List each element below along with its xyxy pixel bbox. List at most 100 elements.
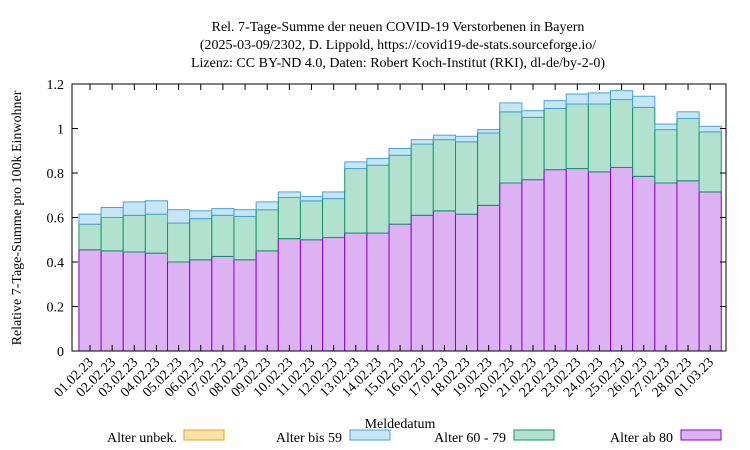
bar-segment-alter-ab-80 [432,210,456,352]
bar-segment-alter-ab-80 [233,259,257,352]
bar-segment-alter-ab-80 [499,182,523,352]
legend-label: Alter 60 - 79 [434,431,506,446]
chart-title-line-2: (2025-03-09/2302, D. Lippold, https://co… [200,38,596,53]
bar-segment-alter-60-79 [344,168,368,234]
bar-segment-alter-60-79 [189,218,213,261]
bar-segment-alter-ab-80 [676,180,700,352]
bar-segment-alter-bis-59 [676,111,700,119]
y-tick-label: 1.2 [47,78,65,93]
bar-segment-alter-ab-80 [610,166,634,352]
bar-segment-alter-60-79 [698,131,722,193]
bar-segment-alter-bis-59 [432,134,456,141]
legend-swatch [349,429,391,441]
bar-segment-alter-ab-80 [144,252,169,352]
bar-segment-alter-bis-59 [366,158,390,166]
bar-segment-alter-60-79 [100,217,124,252]
bar-segment-alter-60-79 [432,139,456,212]
bar-segment-alter-ab-80 [565,168,589,352]
bar-segment-alter-60-79 [78,223,102,251]
bar-segment-alter-bis-59 [100,206,124,219]
y-axis-label: Relative 7-Tage-Summe pro 100k Einwohner [10,90,25,345]
bar-segment-alter-ab-80 [388,223,412,352]
bar-segment-alter-60-79 [144,213,169,254]
bar-segment-alter-ab-80 [521,179,545,352]
bar-segment-alter-bis-59 [521,110,545,118]
bar-segment-alter-60-79 [299,200,324,241]
bar-segment-alter-ab-80 [344,232,368,352]
bar-segment-alter-ab-80 [654,182,678,352]
bar-segment-alter-60-79 [632,106,656,177]
bar-segment-alter-ab-80 [100,250,124,352]
y-tick-label: 0 [57,345,64,360]
y-axis: 0 0.2 0.4 0.6 0.8 1 1.2 [47,78,726,360]
bar-segment-alter-ab-80 [543,169,567,352]
bar-segment-alter-60-79 [521,116,545,181]
bar-segment-alter-ab-80 [299,239,324,352]
bar-segment-alter-ab-80 [167,261,191,352]
bar-segment-alter-bis-59 [477,129,501,134]
bar-segment-alter-bis-59 [122,201,146,216]
legend: Alter unbek. Alter bis 59 Alter 60 - 79 Alt… [107,429,722,446]
bar-segment-alter-bis-59 [388,148,412,156]
bar-segment-alter-60-79 [610,99,634,168]
bar-segment-alter-bis-59 [211,208,235,216]
bar-segment-alter-bis-59 [610,90,634,101]
legend-swatch [680,429,722,441]
bar-segment-alter-60-79 [122,214,146,253]
y-tick-label: 0.4 [47,256,65,271]
bar-segment-alter-60-79 [410,143,434,216]
bar-segment-alter-60-79 [233,215,257,261]
y-tick-label: 0.2 [47,301,65,316]
bar-segment-alter-ab-80 [410,214,434,352]
bar-segment-alter-bis-59 [167,209,191,224]
bar-segment-alter-60-79 [454,141,479,215]
bar-segment-alter-60-79 [388,154,412,225]
bar-segment-alter-bis-59 [277,191,301,198]
plot-frame [71,83,727,352]
legend-swatch [183,429,225,441]
bar-area [78,90,722,352]
bar-segment-alter-ab-80 [78,249,102,352]
bar-segment-alter-60-79 [211,214,235,257]
bar-segment-alter-bis-59 [189,210,213,220]
bar-segment-alter-60-79 [654,129,678,184]
bar-segment-alter-60-79 [366,164,390,234]
bar-segment-alter-60-79 [565,103,589,170]
legend-label: Alter ab 80 [610,431,673,446]
bar-segment-alter-ab-80 [255,250,279,352]
bar-segment-alter-ab-80 [211,255,235,352]
x-axis-label: Meldedatum [365,417,436,432]
chart-title-line-1: Rel. 7-Tage-Summe der neuen COVID-19 Ver… [212,20,585,35]
bar-segment-alter-bis-59 [499,102,523,113]
bar-segment-alter-60-79 [322,198,346,239]
bar-segment-alter-bis-59 [144,200,169,215]
y-tick-label: 1 [57,123,64,138]
bar-segment-alter-60-79 [477,132,501,206]
bar-segment-alter-bis-59 [410,139,434,145]
bar-segment-alter-ab-80 [632,175,656,352]
bar-segment-alter-ab-80 [454,213,479,352]
legend-label: Alter unbek. [107,431,177,446]
bar-segment-alter-bis-59 [454,135,479,143]
bar-segment-alter-ab-80 [189,259,213,352]
bar-segment-alter-bis-59 [255,201,279,211]
bar-segment-alter-ab-80 [322,237,346,352]
legend-label: Alter bis 59 [276,431,342,446]
bar-segment-alter-bis-59 [322,191,346,200]
bar-segment-alter-60-79 [499,111,523,184]
bar-segment-alter-ab-80 [122,251,146,352]
bar-segment-alter-60-79 [167,222,191,263]
bar-segment-alter-60-79 [277,196,301,240]
bar-segment-alter-ab-80 [366,232,390,352]
bar-segment-alter-ab-80 [477,204,501,352]
chart-title-line-3: Lizenz: CC BY-ND 4.0, Daten: Robert Koch… [191,56,605,71]
bar-segment-alter-ab-80 [698,191,722,352]
bar-segment-alter-bis-59 [698,125,722,133]
bar-segment-alter-bis-59 [543,100,567,109]
bar-segment-alter-bis-59 [587,92,612,105]
bar-segment-alter-bis-59 [654,123,678,131]
bar-segment-alter-60-79 [255,209,279,252]
bar-segment-alter-60-79 [587,103,612,173]
bar-segment-alter-bis-59 [78,213,102,225]
